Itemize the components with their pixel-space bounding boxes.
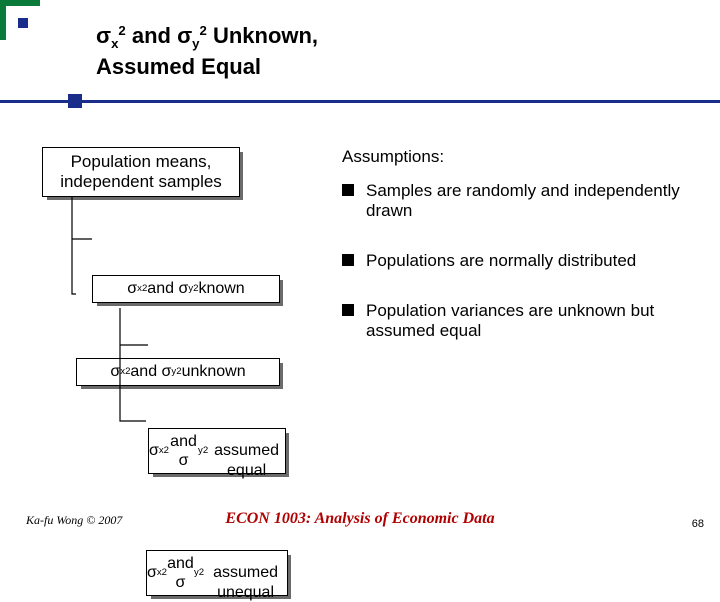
assumptions-heading: Assumptions:: [342, 147, 682, 167]
footer-page-number: 68: [692, 518, 704, 530]
tree-node-known: σx2 and σy2 known: [92, 275, 280, 303]
title-line-2: Assumed Equal: [96, 53, 318, 81]
footer-course: ECON 1003: Analysis of Economic Data: [0, 510, 720, 528]
tree-node-assumed-unequal: σx2 and σy2assumed unequal: [146, 550, 288, 596]
assumptions-block: Assumptions: Samples are randomly and in…: [342, 147, 682, 341]
assumption-item: Population variances are unknown but ass…: [342, 301, 682, 341]
tree-node-assumed-equal: σx2 and σy2assumed equal: [148, 428, 286, 474]
slide-title: σx2 and σy2 Unknown, Assumed Equal: [96, 22, 318, 80]
corner-decoration: [0, 0, 50, 50]
tree-node-unknown: σx2 and σy2 unknown: [76, 358, 280, 386]
assumption-item: Samples are randomly and independently d…: [342, 181, 682, 221]
title-line-1: σx2 and σy2 Unknown,: [96, 22, 318, 53]
title-underline: [0, 100, 720, 103]
assumption-item: Populations are normally distributed: [342, 251, 682, 271]
tree-node-root: Population means,independent samples: [42, 147, 240, 197]
